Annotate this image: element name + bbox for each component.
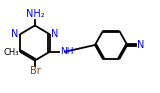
Text: N: N (11, 29, 19, 39)
Text: NH₂: NH₂ (26, 9, 44, 19)
Text: Br: Br (29, 66, 40, 76)
Text: N: N (51, 29, 59, 39)
Text: NH: NH (60, 47, 73, 56)
Text: CH₃: CH₃ (3, 48, 19, 57)
Text: N: N (136, 40, 144, 50)
